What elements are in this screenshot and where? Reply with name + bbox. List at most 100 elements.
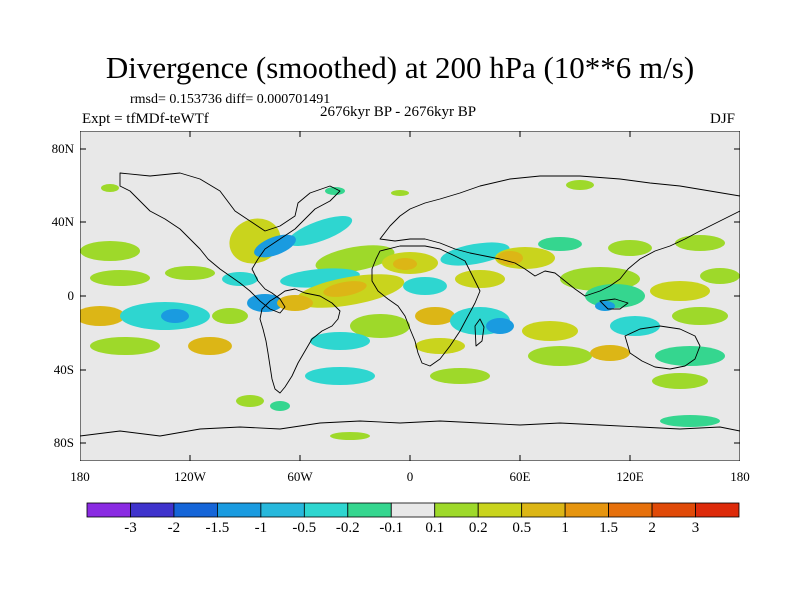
- contour-patch: [650, 281, 710, 301]
- colorbar-label: 2: [648, 520, 656, 536]
- antarctica-outline: [80, 420, 740, 437]
- colorbar-label: -1.5: [205, 520, 230, 536]
- colorbar-box: [477, 502, 523, 518]
- contour-patch: [403, 277, 447, 295]
- contour-patch: [660, 415, 720, 427]
- contour-patch: [254, 234, 296, 258]
- colorbar-label: -0.2: [335, 520, 360, 536]
- colorbar: [86, 502, 740, 518]
- contour-patch: [287, 216, 353, 246]
- lon-label-0: 0: [406, 469, 414, 484]
- divergence-map: [80, 131, 740, 461]
- contour-patch: [566, 180, 594, 190]
- contour-patch: [538, 237, 582, 251]
- contour-patch: [608, 240, 652, 256]
- colorbar-label: 1.5: [599, 520, 618, 536]
- lat-label-40s: 40S: [53, 362, 74, 377]
- contour-patch: [528, 346, 592, 366]
- contour-patch: [590, 345, 630, 361]
- contour-patch: [222, 272, 258, 286]
- south-america-outline: [259, 288, 341, 394]
- season-label: DJF: [710, 111, 736, 127]
- contour-patch: [455, 270, 505, 288]
- colorbar-box: [347, 502, 392, 518]
- colorbar-box: [695, 502, 740, 518]
- colorbar-box: [651, 502, 696, 518]
- contour-patch: [415, 307, 455, 325]
- colorbar-label: -0.1: [379, 520, 404, 536]
- contour-patch: [325, 187, 345, 195]
- lon-label-180e: 180: [730, 469, 750, 484]
- contour-patch: [277, 295, 313, 311]
- contour-patch: [655, 346, 725, 366]
- colorbar-box: [173, 502, 218, 518]
- rmsd-diff-stats: rmsd= 0.153736 diff= 0.000701491: [130, 92, 331, 107]
- colorbar-label: 0.2: [468, 520, 488, 536]
- divergence-contours: [80, 180, 740, 440]
- australia-outline: [624, 325, 701, 370]
- colorbar-label: -3: [124, 520, 137, 536]
- contour-patch: [270, 401, 290, 411]
- contour-patch: [80, 241, 140, 261]
- contour-patch: [188, 337, 232, 355]
- contour-patch: [675, 235, 725, 251]
- contour-patch: [672, 307, 728, 325]
- contour-patch: [323, 281, 367, 297]
- contour-patch: [486, 318, 514, 334]
- contour-patch: [522, 321, 578, 341]
- colorbar-box: [303, 502, 349, 518]
- lon-label-180w: 180: [70, 469, 90, 484]
- contour-patch: [497, 251, 523, 265]
- contour-patch: [101, 184, 119, 192]
- coastlines: [80, 172, 740, 437]
- lat-label-80n: 80N: [51, 141, 74, 156]
- contour-patch: [391, 190, 409, 196]
- colorbar-box: [86, 502, 131, 518]
- contour-patch: [80, 306, 125, 326]
- contour-patch: [90, 337, 160, 355]
- period-label: 2676kyr BP - 2676kyr BP: [320, 104, 477, 120]
- contour-patch: [393, 258, 417, 270]
- contour-patch: [652, 373, 708, 389]
- colorbar-label: -0.5: [292, 520, 317, 536]
- contour-patch: [585, 284, 645, 308]
- lon-label-60w: 60W: [287, 469, 313, 484]
- lat-label-0: 0: [67, 288, 75, 303]
- colorbar-label: -2: [167, 520, 181, 536]
- contour-patch: [236, 395, 264, 407]
- contour-patch: [315, 245, 395, 273]
- colorbar-label: 3: [691, 520, 700, 536]
- lat-label-80s: 80S: [53, 435, 74, 450]
- lon-label-120w: 120W: [174, 469, 206, 484]
- contour-patch: [415, 338, 465, 354]
- colorbar-box: [564, 502, 610, 518]
- lon-label-60e: 60E: [509, 469, 531, 484]
- colorbar-box: [390, 502, 436, 518]
- map-ticks: [80, 131, 740, 461]
- experiment-label: Expt = tfMDf-teWTf: [82, 111, 209, 127]
- contour-patch: [165, 266, 215, 280]
- contour-patch: [305, 367, 375, 385]
- lat-label-40n: 40N: [51, 214, 74, 229]
- contour-patch: [90, 270, 150, 286]
- colorbar-label: 0.1: [425, 520, 445, 536]
- contour-patch: [212, 308, 248, 324]
- north-america-outline: [119, 172, 341, 314]
- colorbar-box: [130, 502, 175, 518]
- colorbar-box: [434, 502, 479, 518]
- colorbar-box: [521, 502, 566, 518]
- colorbar-label: 1: [561, 520, 569, 536]
- colorbar-box: [608, 502, 653, 518]
- madagascar-outline: [474, 318, 485, 347]
- colorbar-label: -1: [254, 520, 268, 536]
- eurasia-outline: [379, 175, 740, 297]
- contour-patch: [700, 268, 740, 284]
- colorbar-boxes: [86, 502, 740, 518]
- lon-label-120e: 120E: [616, 469, 644, 484]
- contour-patch: [330, 432, 370, 440]
- contour-patch: [610, 316, 660, 336]
- colorbar-label: 0.5: [512, 520, 532, 536]
- africa-outline: [371, 245, 481, 367]
- contour-patch: [161, 309, 189, 323]
- plot-title: Divergence (smoothed) at 200 hPa (10**6 …: [105, 50, 695, 85]
